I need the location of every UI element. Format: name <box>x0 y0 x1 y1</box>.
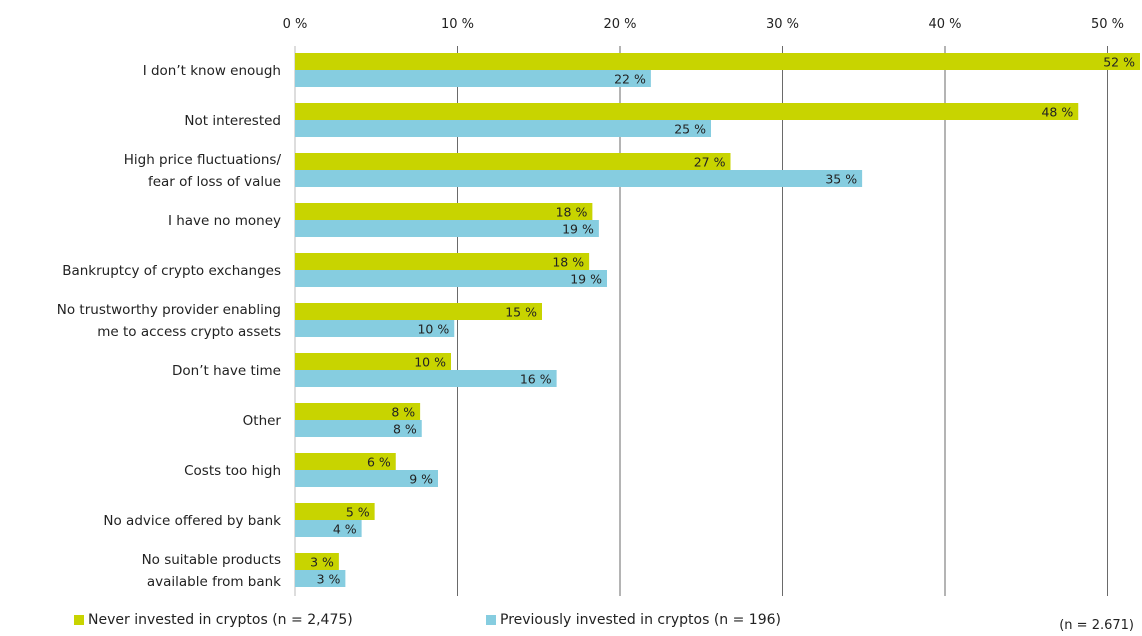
legend-label-never: Never invested in cryptos (n = 2,475) <box>88 612 353 628</box>
data-label-never-2: 27 % <box>694 155 726 170</box>
data-label-previously-7: 8 % <box>393 422 417 437</box>
category-label-6: Don’t have time <box>172 363 281 379</box>
bar-never-1 <box>295 103 1079 120</box>
data-label-never-7: 8 % <box>391 405 415 420</box>
category-label-5: No trustworthy provider enabling me to ac… <box>57 302 281 340</box>
bar-previously-2 <box>295 170 863 187</box>
category-label-7: Other <box>243 413 282 429</box>
data-label-previously-4: 19 % <box>570 272 602 287</box>
x-tick-label-20: 20 % <box>603 17 636 32</box>
category-label-9: No advice offered by bank <box>103 513 281 529</box>
bar-never-5 <box>295 303 542 320</box>
category-label-8: Costs too high <box>184 463 281 479</box>
bar-previously-7 <box>295 420 422 437</box>
data-label-never-3: 18 % <box>556 205 588 220</box>
x-tick-label-10: 10 % <box>441 17 474 32</box>
data-label-previously-2: 35 % <box>825 172 857 187</box>
bar-never-8 <box>295 453 396 470</box>
bar-previously-6 <box>295 370 557 387</box>
bar-previously-3 <box>295 220 599 237</box>
category-label-0: I don’t know enough <box>143 63 281 79</box>
bar-previously-1 <box>295 120 711 137</box>
data-label-never-0: 52 % <box>1103 55 1135 70</box>
category-label-3: I have no money <box>168 213 281 229</box>
data-label-previously-8: 9 % <box>409 472 433 487</box>
data-label-never-1: 48 % <box>1041 105 1073 120</box>
x-tick-label-50: 50 % <box>1091 17 1124 32</box>
legend-swatch-never <box>74 615 84 625</box>
category-label-2: High price fluctuations/fear of loss of … <box>124 152 282 190</box>
data-label-never-5: 15 % <box>505 305 537 320</box>
data-label-previously-1: 25 % <box>674 122 706 137</box>
data-label-previously-6: 16 % <box>520 372 552 387</box>
bar-previously-4 <box>295 270 607 287</box>
bar-never-10 <box>295 553 339 570</box>
data-label-previously-9: 4 % <box>333 522 357 537</box>
data-label-never-8: 6 % <box>367 455 391 470</box>
x-tick-label-40: 40 % <box>928 17 961 32</box>
bar-previously-9 <box>295 520 362 537</box>
bar-previously-8 <box>295 470 438 487</box>
bar-never-3 <box>295 203 593 220</box>
category-label-4: Bankruptcy of crypto exchanges <box>62 263 281 279</box>
bar-never-9 <box>295 503 375 520</box>
legend-item-previously: Previously invested in cryptos (n = 196) <box>486 612 781 628</box>
legend-label-previously: Previously invested in cryptos (n = 196) <box>500 612 781 628</box>
data-label-previously-0: 22 % <box>614 72 646 87</box>
category-label-1: Not interested <box>184 113 281 129</box>
legend-swatch-previously <box>486 615 496 625</box>
bar-never-2 <box>295 153 731 170</box>
data-label-never-4: 18 % <box>552 255 584 270</box>
bar-previously-5 <box>295 320 455 337</box>
x-tick-label-0: 0 % <box>283 17 308 32</box>
data-label-never-6: 10 % <box>414 355 446 370</box>
bar-never-7 <box>295 403 421 420</box>
data-label-previously-5: 10 % <box>417 322 449 337</box>
bar-previously-10 <box>295 570 346 587</box>
legend-item-never: Never invested in cryptos (n = 2,475) <box>74 612 353 628</box>
sample-size-note: (n = 2.671) <box>1059 618 1134 633</box>
data-label-previously-10: 3 % <box>317 572 341 587</box>
bar-never-4 <box>295 253 590 270</box>
data-label-never-10: 3 % <box>310 555 334 570</box>
bar-never-0 <box>295 53 1140 70</box>
bar-never-6 <box>295 353 451 370</box>
x-tick-label-30: 30 % <box>766 17 799 32</box>
category-label-10: No suitable products available from bank <box>142 552 282 590</box>
data-label-never-9: 5 % <box>346 505 370 520</box>
bar-previously-0 <box>295 70 651 87</box>
data-label-previously-3: 19 % <box>562 222 594 237</box>
